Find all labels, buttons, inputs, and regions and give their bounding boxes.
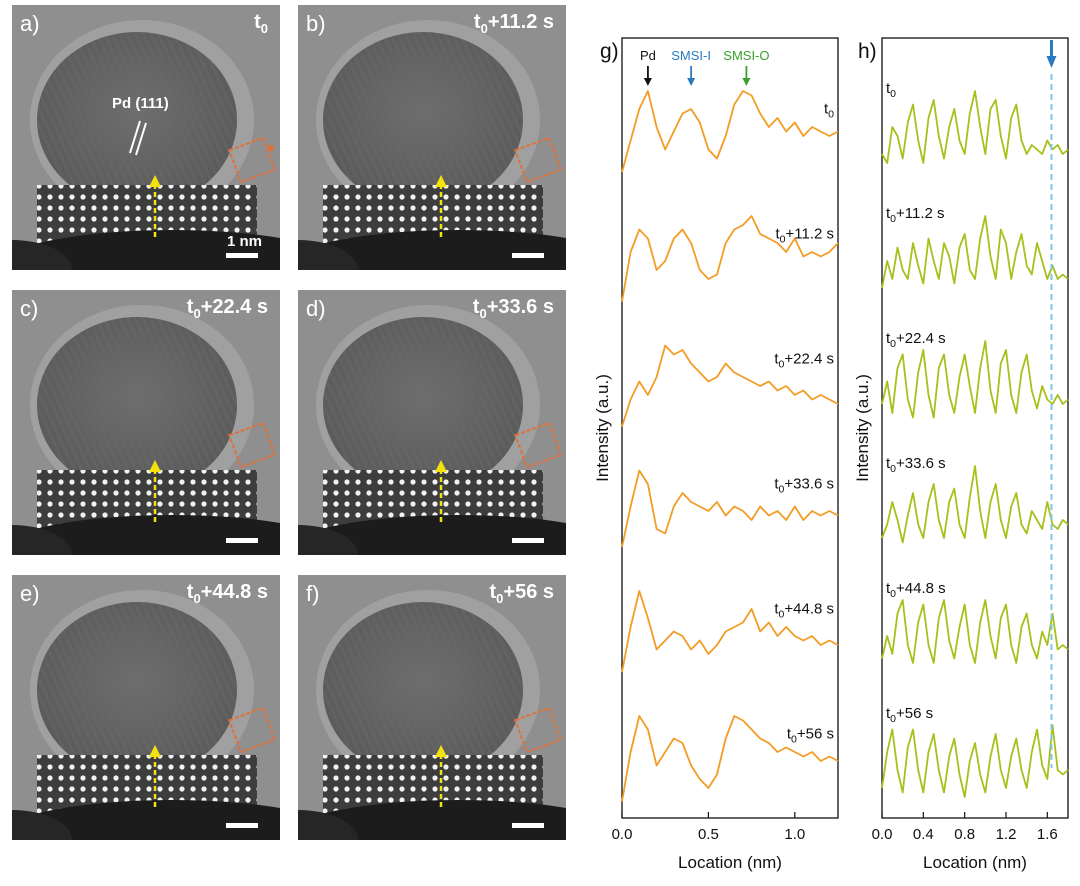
scale-bar (226, 538, 258, 543)
panel-timestamp: t0 (254, 11, 268, 36)
scale-bar (226, 253, 258, 258)
panel-label: f) (306, 581, 320, 606)
tem-panel-f: f) t0+56 s (298, 575, 566, 840)
peak-arrow-head (687, 78, 696, 86)
series-label: t0+22.4 s (774, 351, 834, 371)
peak-annotation-label: Pd (640, 48, 656, 63)
series-label: t0+56 s (787, 726, 834, 746)
lattice-fringe-marker (129, 120, 141, 154)
tem-panel-a: a) t0 1 nm Pd (111) (12, 5, 280, 270)
x-tick-label: 0.0 (612, 826, 633, 843)
scale-bar (512, 823, 544, 828)
y-axis-label: Intensity (a.u.) (853, 374, 872, 482)
panel-timestamp: t0+11.2 s (473, 11, 554, 36)
chart-panel-label: g) (600, 40, 619, 63)
peak-arrow-head (742, 78, 751, 86)
tem-panel-e: e) t0+44.8 s (12, 575, 280, 840)
series-line (881, 465, 1069, 544)
series-line (621, 215, 839, 302)
plot-frame (881, 37, 1069, 819)
tem-micrograph (12, 290, 280, 555)
series-line (621, 469, 839, 548)
panel-label: b) (306, 11, 326, 36)
series-label: t0+11.2 s (775, 226, 834, 246)
series-line (621, 90, 839, 173)
series-label: t0 (886, 80, 896, 100)
panel-timestamp: t0+33.6 s (472, 296, 554, 321)
series-line (881, 599, 1069, 664)
series-line (621, 344, 839, 427)
series-line (621, 590, 839, 673)
panel-label: c) (20, 296, 39, 321)
series-label: t0 (824, 101, 834, 121)
x-tick-label: 0.8 (954, 826, 975, 843)
x-tick-label: 1.0 (784, 826, 805, 843)
x-tick-label: 1.6 (1037, 826, 1058, 843)
series-label: t0+33.6 s (774, 476, 834, 496)
tem-micrograph (12, 5, 280, 270)
series-line (881, 340, 1069, 419)
panel-timestamp: t0+22.4 s (186, 296, 268, 321)
x-tick-label: 0.4 (913, 826, 934, 843)
x-axis-label: Location (nm) (678, 853, 782, 872)
series-label: t0+44.8 s (886, 580, 946, 600)
y-axis-label: Intensity (a.u.) (593, 374, 612, 482)
scale-bar (512, 538, 544, 543)
panel-label: d) (306, 296, 326, 321)
lattice-plane-label: Pd (111) (112, 95, 169, 112)
series-line (881, 90, 1069, 164)
x-axis-label: Location (nm) (923, 853, 1027, 872)
panel-label: a) (20, 11, 40, 36)
series-label: t0+56 s (886, 705, 933, 725)
chart-panel-label: h) (858, 40, 877, 63)
plot-frame (621, 37, 839, 819)
panel-timestamp: t0+44.8 s (186, 581, 268, 606)
scale-bar (226, 823, 258, 828)
lattice-fringe-marker (135, 122, 147, 156)
tem-panel-d: d) t0+33.6 s (298, 290, 566, 555)
series-label: t0+44.8 s (774, 601, 834, 621)
scale-bar (512, 253, 544, 258)
series-label: t0+33.6 s (886, 455, 946, 475)
peak-annotation-label: SMSI-O (723, 48, 769, 63)
tem-micrograph (12, 575, 280, 840)
reference-arrow-head (1046, 56, 1057, 68)
x-tick-label: 0.5 (698, 826, 719, 843)
panel-timestamp: t0+56 s (489, 581, 554, 606)
peak-arrow-head (643, 78, 652, 86)
series-line (881, 215, 1069, 289)
x-tick-label: 1.2 (996, 826, 1017, 843)
tem-micrograph (298, 575, 566, 840)
x-tick-label: 0.0 (872, 826, 893, 843)
tem-micrograph (298, 5, 566, 270)
series-label: t0+11.2 s (886, 205, 945, 225)
peak-annotation-label: SMSI-I (671, 48, 711, 63)
tem-panel-b: b) t0+11.2 s (298, 5, 566, 270)
panel-label: e) (20, 581, 40, 606)
series-label: t0+22.4 s (886, 330, 946, 350)
scale-bar-label: 1 nm (226, 233, 262, 250)
tem-micrograph (298, 290, 566, 555)
series-line (881, 724, 1069, 798)
series-line (621, 715, 839, 802)
tem-panel-c: c) t0+22.4 s (12, 290, 280, 555)
